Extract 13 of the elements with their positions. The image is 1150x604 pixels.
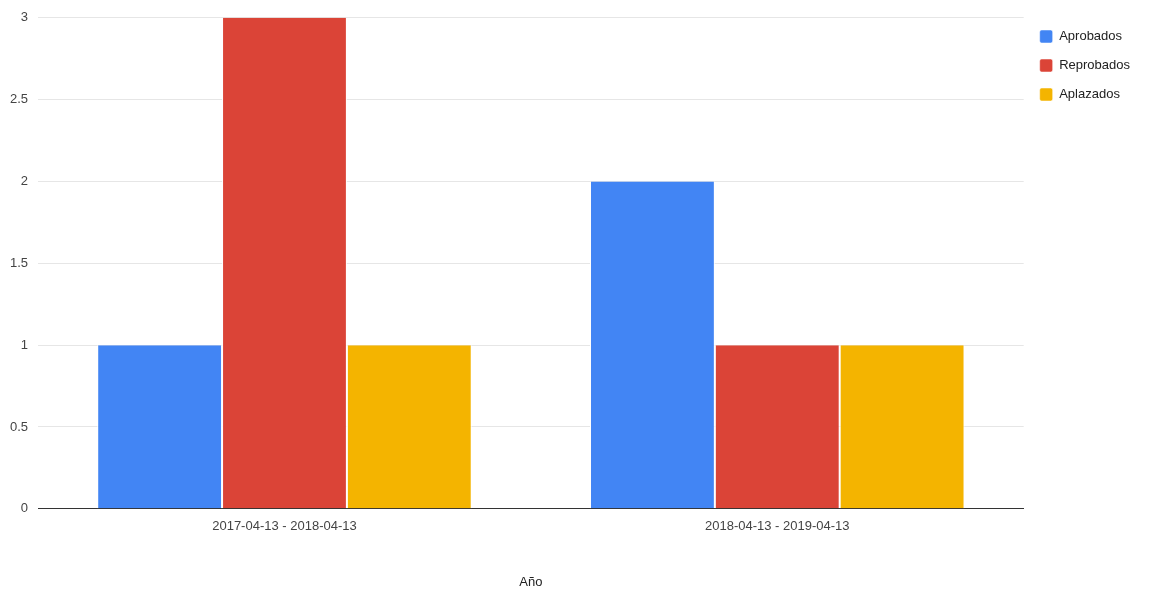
- legend-label: Aprobados: [1059, 28, 1123, 44]
- y-tick-label: 0.5: [9, 418, 29, 434]
- y-tick-label: 3: [20, 9, 29, 25]
- y-tick-label: 2: [20, 173, 29, 189]
- y-tick-label: 1: [20, 336, 29, 352]
- y-tick-label: 0: [20, 500, 29, 516]
- legend-label: Reprobados: [1059, 57, 1131, 73]
- y-tick-label: 2.5: [9, 91, 29, 107]
- x-axis-title: Año: [519, 573, 543, 589]
- x-tick-label: 2018-04-13 - 2019-04-13: [704, 518, 850, 534]
- legend-label: Aplazados: [1059, 86, 1121, 102]
- y-tick-label: 1.5: [9, 254, 29, 270]
- x-tick-label: 2017-04-13 - 2018-04-13: [212, 518, 357, 534]
